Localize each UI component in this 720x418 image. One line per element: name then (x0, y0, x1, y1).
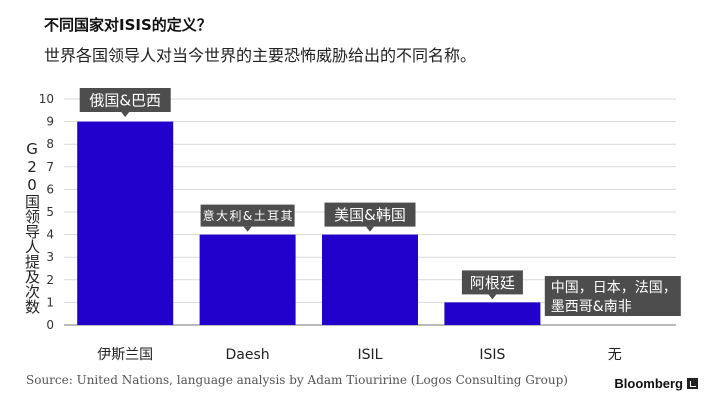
x-tick-label: ISIL (358, 347, 383, 363)
brand-name: Bloomberg (614, 376, 683, 391)
annotation-text: 阿根廷 (470, 274, 515, 292)
bars (77, 121, 541, 325)
x-tick-labels: 伊斯兰国 Daesh ISIL ISIS 无 (97, 347, 622, 363)
y-tick-label: 2 (46, 273, 54, 287)
annotation-box (461, 270, 523, 295)
annotation-pointer (488, 294, 497, 300)
annotation-box (544, 276, 681, 316)
annotation-pointer (366, 226, 374, 232)
y-tick-label: 9 (46, 115, 54, 129)
bar-annotation: 俄国&巴西 (79, 88, 171, 117)
bar (444, 302, 541, 325)
x-tick-label: 无 (608, 347, 622, 363)
bloomberg-logo: Bloomberg (614, 376, 698, 391)
y-ticks: 0 1 2 3 4 5 6 7 8 9 10 (39, 92, 54, 332)
annotation-text: 中国，日本，法国， (551, 280, 677, 296)
bar-annotation: 美国&韩国 (324, 202, 416, 232)
bar (77, 121, 174, 325)
source-note: Source: United Nations, language analysi… (26, 373, 568, 387)
y-tick-label: 7 (46, 160, 54, 174)
annotation-text: 意大利&土耳其 (203, 208, 293, 223)
bloomberg-chart-icon (687, 378, 698, 389)
bar-annotation: 中国，日本，法国， 墨西哥&南非 (544, 276, 681, 316)
y-axis-label: G20国领导人提及次数 (23, 140, 41, 314)
annotation-text: 墨西哥&南非 (551, 299, 632, 315)
annotation-box (200, 204, 295, 227)
annotation-box (324, 202, 416, 227)
annotation-text: 俄国&巴西 (89, 91, 161, 109)
y-tick-label: 5 (46, 205, 54, 219)
y-tick-label: 0 (46, 318, 54, 332)
bar (199, 234, 296, 325)
annotation-pointer (121, 112, 130, 117)
y-tick-label: 4 (46, 228, 54, 242)
x-tick-label: 伊斯兰国 (97, 347, 153, 363)
y-tick-label: 8 (46, 137, 54, 151)
y-tick-label: 3 (46, 250, 54, 264)
annotation-box (79, 88, 171, 112)
bar-annotation: 阿根廷 (461, 270, 523, 300)
bar (322, 234, 418, 325)
y-tick-label: 10 (39, 92, 54, 106)
bar-annotation: 意大利&土耳其 (200, 204, 295, 232)
x-tick-label: ISIS (479, 347, 505, 363)
y-tick-label: 6 (46, 182, 54, 196)
y-tick-label: 1 (46, 295, 54, 309)
annotation-text: 美国&韩国 (334, 206, 406, 224)
chart-title: 不同国家对ISIS的定义？ (44, 16, 212, 34)
x-tick-label: Daesh (226, 347, 270, 363)
annotation-pointer (243, 226, 252, 232)
chart-subtitle: 世界各国领导人对当今世界的主要恐怖威胁给出的不同名称。 (44, 46, 477, 65)
